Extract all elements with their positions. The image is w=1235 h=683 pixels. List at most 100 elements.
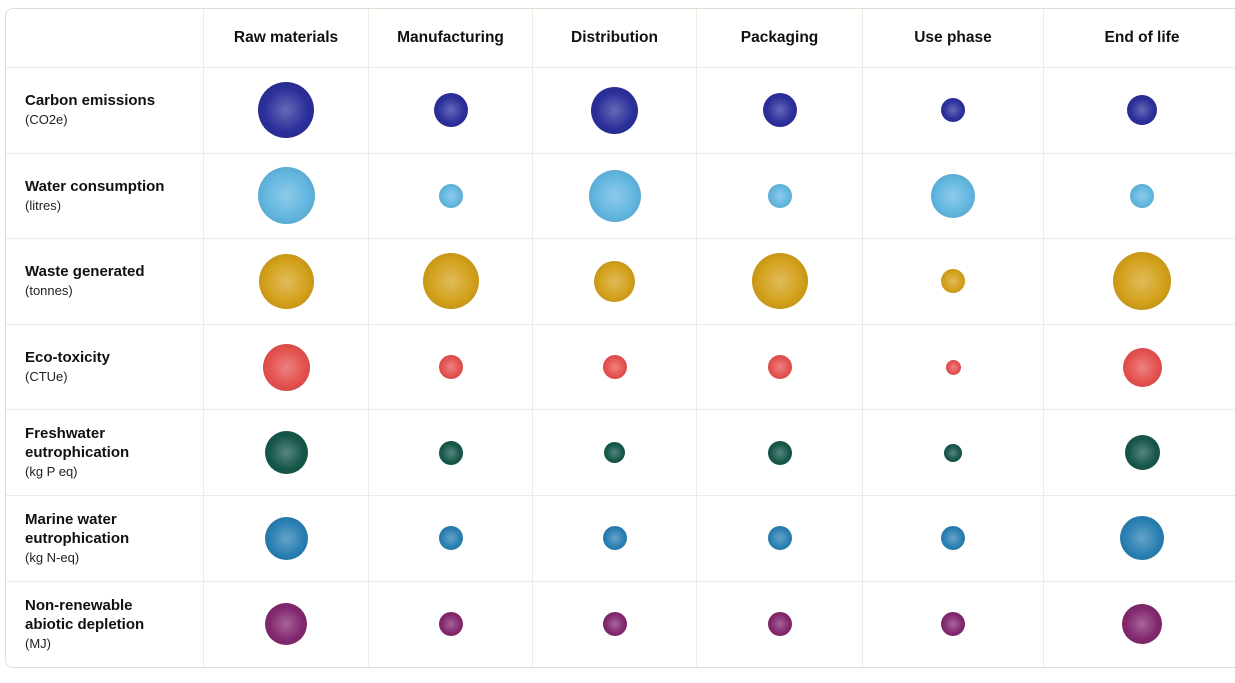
bubble-cell (369, 581, 533, 667)
column-header: Manufacturing (369, 9, 533, 68)
bubble (1122, 604, 1162, 645)
bubble-cell (863, 410, 1044, 496)
matrix-grid: Raw materials Manufacturing Distribution Pa… (6, 9, 1235, 667)
row-title: Water consumption (25, 177, 165, 195)
column-header: Packaging (697, 9, 863, 68)
bubble (602, 355, 627, 380)
row-header: Water consumption (litres) (6, 153, 204, 240)
bubble (594, 260, 635, 302)
row-header: Marine water eutrophication (kg N-eq) (6, 495, 204, 582)
row-title: Carbon emissions (25, 92, 156, 110)
bubble (944, 443, 962, 462)
bubble (941, 526, 965, 551)
bubble-cell (697, 581, 863, 667)
bubble (1124, 435, 1160, 471)
bubble (264, 431, 308, 475)
bubble (438, 526, 463, 551)
bubble-cell (204, 581, 369, 667)
bubble (433, 93, 468, 128)
bubble-cell (697, 68, 863, 154)
bubble-cell (369, 239, 533, 325)
bubble (767, 612, 792, 637)
bubble-cell (369, 495, 533, 582)
bubble-cell (204, 68, 369, 154)
bubble-cell (697, 239, 863, 325)
bubble (767, 355, 792, 380)
bubble (941, 269, 965, 294)
bubble-matrix-chart: Raw materials Manufacturing Distribution Pa… (5, 8, 1235, 668)
bubble-cell (1044, 325, 1235, 411)
column-header: Raw materials (204, 9, 369, 68)
bubble (438, 612, 463, 637)
row-unit: (tonnes) (25, 283, 73, 299)
row-header: Carbon emissions (CO2e) (6, 68, 204, 154)
bubble-cell (1044, 582, 1235, 667)
bubble (438, 183, 463, 208)
bubble (767, 526, 792, 551)
row-unit: (CTUe) (25, 369, 68, 385)
bubble (941, 98, 965, 123)
bubble-cell (369, 68, 533, 154)
bubble (762, 93, 797, 128)
bubble-cell (204, 324, 369, 411)
bubble-cell (533, 239, 697, 325)
bubble-cell (369, 410, 533, 496)
bubble-cell (533, 410, 697, 496)
bubble (602, 526, 627, 551)
bubble-cell (863, 581, 1044, 667)
bubble-cell (697, 410, 863, 496)
row-header: Non-renewable abiotic depletion (MJ) (6, 581, 204, 667)
column-header: End of life (1044, 9, 1235, 68)
bubble-cell (1044, 68, 1235, 154)
bubble-cell (533, 68, 697, 154)
row-title: Marine water eutrophication (25, 510, 130, 547)
bubble-cell (204, 239, 369, 325)
column-header: Use phase (863, 9, 1044, 68)
bubble (257, 167, 315, 225)
bubble-cell (863, 153, 1044, 240)
bubble-cell (697, 495, 863, 582)
row-unit: (CO2e) (25, 112, 68, 128)
bubble-cell (369, 153, 533, 240)
row-header: Eco-toxicity (CTUe) (6, 324, 204, 411)
bubble-cell (863, 239, 1044, 325)
row-title: Non-renewable abiotic depletion (25, 596, 145, 633)
bubble (1130, 183, 1154, 208)
bubble (1120, 516, 1164, 561)
bubble-cell (533, 495, 697, 582)
bubble (438, 355, 463, 380)
bubble-cell (1044, 154, 1235, 240)
bubble-cell (697, 324, 863, 411)
bubble (265, 603, 307, 646)
bubble (945, 359, 961, 375)
corner-cell (6, 9, 204, 68)
bubble (941, 612, 965, 637)
bubble (262, 343, 310, 391)
bubble-cell (863, 495, 1044, 582)
bubble (751, 253, 808, 310)
bubble (931, 173, 975, 218)
bubble (1113, 252, 1171, 311)
bubble-cell (1044, 496, 1235, 582)
bubble-cell (697, 153, 863, 240)
bubble-cell (1044, 410, 1235, 496)
row-title: Eco-toxicity (25, 349, 111, 367)
bubble (258, 82, 314, 139)
bubble-cell (533, 153, 697, 240)
bubble-cell (1044, 239, 1235, 325)
bubble-cell (533, 581, 697, 667)
bubble (602, 612, 627, 637)
row-header: Waste generated (tonnes) (6, 239, 204, 325)
bubble-cell (863, 324, 1044, 411)
bubble-cell (204, 495, 369, 582)
bubble (591, 86, 638, 134)
bubble (264, 516, 308, 560)
row-unit: (litres) (25, 197, 62, 213)
bubble (767, 440, 792, 465)
bubble-cell (204, 410, 369, 496)
row-unit: (kg P eq) (25, 464, 78, 480)
bubble (1122, 347, 1162, 387)
bubble (258, 253, 314, 309)
bubble (438, 440, 463, 465)
row-unit: (MJ) (25, 635, 51, 651)
